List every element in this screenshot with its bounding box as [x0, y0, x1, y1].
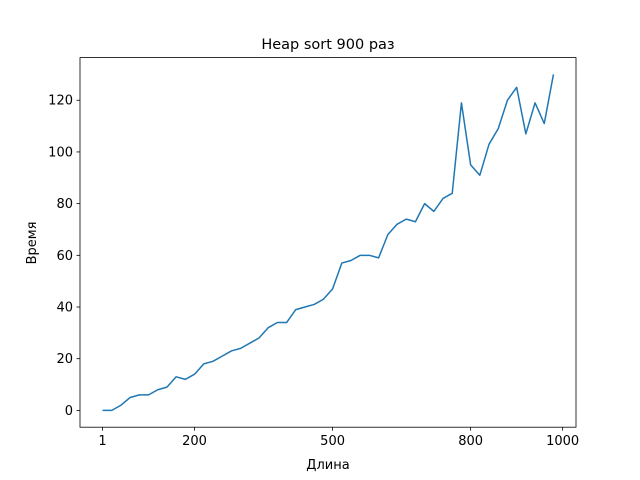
x-tick-label: 1000 — [546, 434, 579, 449]
y-tick-label: 80 — [56, 197, 73, 212]
y-tick-label: 60 — [56, 249, 73, 264]
chart-title: Heap sort 900 раз — [261, 37, 394, 53]
x-tick-label: 800 — [458, 434, 483, 449]
y-tick-label: 120 — [48, 94, 73, 109]
x-axis-label: Длина — [306, 458, 349, 473]
y-tick-label: 20 — [56, 352, 73, 367]
y-tick-label: 100 — [48, 145, 73, 160]
y-axis-label: Время — [25, 222, 40, 265]
x-tick-label: 1 — [98, 434, 106, 449]
data-line — [102, 74, 555, 412]
x-tick-label: 200 — [182, 434, 207, 449]
y-tick-label: 0 — [65, 404, 73, 419]
y-tick-label: 40 — [56, 301, 73, 316]
x-tick-label: 500 — [320, 434, 345, 449]
plot-frame — [79, 57, 577, 428]
